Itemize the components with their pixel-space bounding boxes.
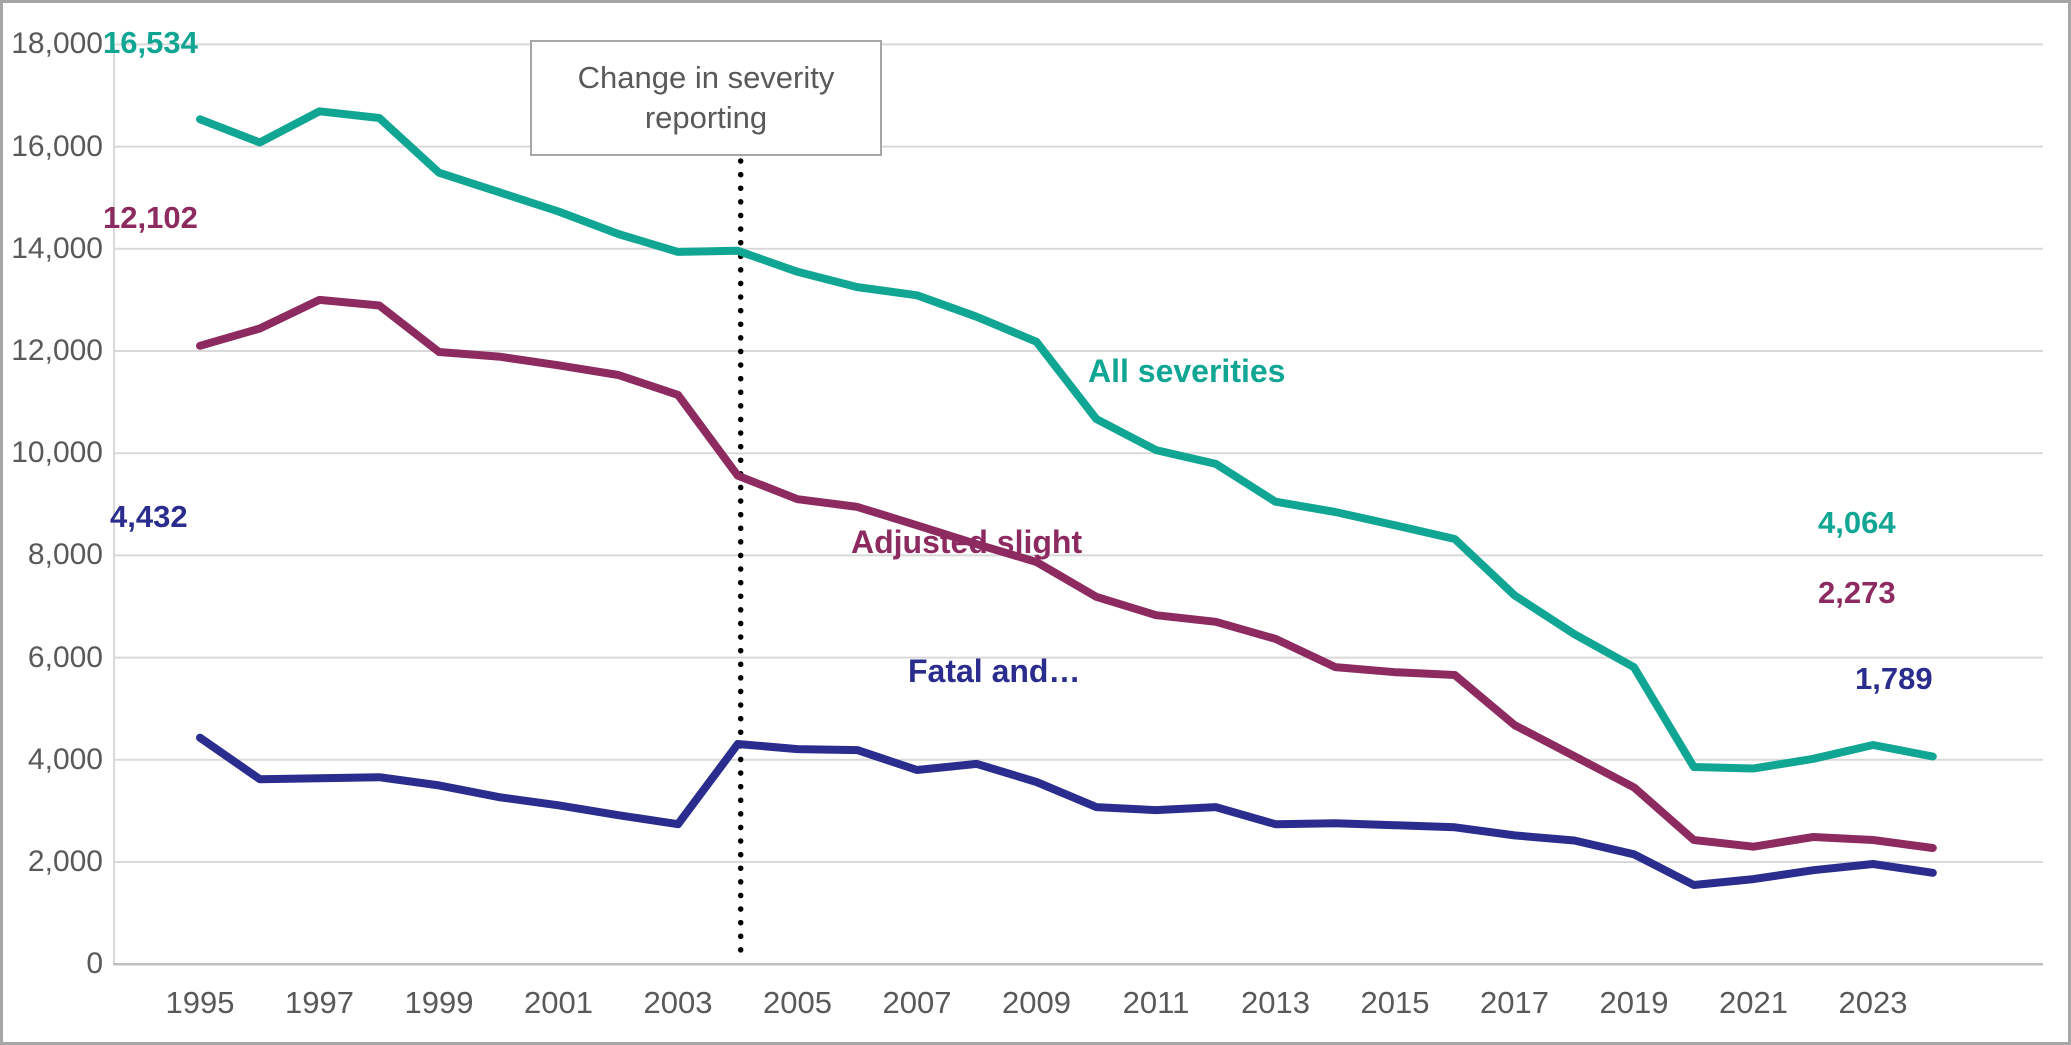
x-tick-label-1995: 1995 [165, 985, 235, 1020]
x-tick-label-2017: 2017 [1480, 985, 1549, 1020]
fatal-serious-series-label: Fatal and… [908, 653, 1081, 689]
y-tick-label-10,000: 10,000 [11, 436, 103, 470]
adjusted-slight-start-value-label: 12,102 [103, 200, 198, 235]
x-tick-label-2015: 2015 [1360, 985, 1430, 1020]
x-tick-label-2023: 2023 [1838, 985, 1908, 1020]
x-tick-label-2009: 2009 [1002, 985, 1071, 1020]
series-line-1-adjusted-slight [196, 295, 1937, 852]
series-line-2-fatal-and- [196, 733, 1937, 889]
x-tick-label-1997: 1997 [285, 985, 354, 1020]
x-tick-label-2021: 2021 [1719, 985, 1788, 1020]
y-tick-label-4,000: 4,000 [27, 742, 103, 776]
line-chart-canvas [113, 43, 2043, 966]
all-severities-series-label: All severities [1088, 353, 1286, 389]
all-severities-end-value-label: 4,064 [1818, 505, 1896, 540]
adjusted-slight-series-label: Adjusted slight [851, 524, 1083, 560]
x-tick-label-2013: 2013 [1241, 985, 1310, 1020]
x-tick-label-1999: 1999 [404, 985, 474, 1020]
all-severities-start-value-label: 16,534 [103, 25, 198, 60]
severity-reporting-callout-text: Change in severity reporting [577, 60, 835, 135]
y-tick-label-18,000: 18,000 [11, 27, 103, 61]
x-tick-label-2019: 2019 [1599, 985, 1669, 1020]
severity-reporting-callout: Change in severity reporting [530, 40, 882, 156]
x-tick-label-2011: 2011 [1122, 985, 1190, 1020]
adjusted-slight-end-value-label: 2,273 [1818, 575, 1896, 610]
fatal-serious-end-value-label: 1,789 [1855, 661, 1933, 696]
x-tick-label-2005: 2005 [763, 985, 832, 1020]
x-tick-label-2007: 2007 [882, 985, 952, 1020]
fatal-serious-start-value-label: 4,432 [110, 499, 188, 534]
y-tick-label-8,000: 8,000 [27, 538, 103, 572]
x-tick-label-2001: 2001 [524, 985, 593, 1020]
y-tick-label-16,000: 16,000 [11, 129, 103, 163]
y-tick-label-6,000: 6,000 [27, 640, 103, 674]
x-tick-label-2003: 2003 [643, 985, 713, 1020]
y-tick-label-14,000: 14,000 [11, 231, 103, 265]
y-tick-label-0: 0 [86, 947, 103, 981]
y-tick-label-2,000: 2,000 [27, 845, 103, 878]
y-tick-label-12,000: 12,000 [11, 334, 103, 367]
series-line-0-all-severities [196, 107, 1937, 773]
